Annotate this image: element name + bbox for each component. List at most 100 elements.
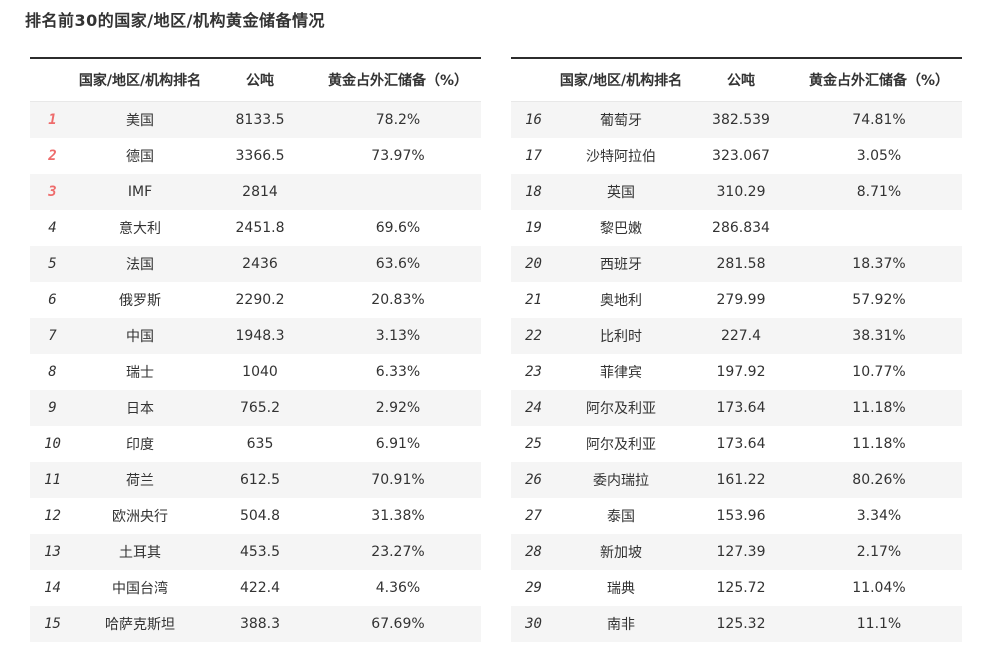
table-row: 6 俄罗斯 2290.2 20.83% (30, 282, 481, 318)
percent-cell: 73.97% (371, 148, 425, 164)
country-name-cell: 英国 (607, 185, 635, 201)
country-name-cell: 西班牙 (600, 257, 642, 273)
percent-cell: 4.36% (375, 580, 421, 596)
country-name-cell: 日本 (126, 401, 154, 417)
rank-cell: 13 (44, 544, 61, 560)
page-title: 排名前30的国家/地区/机构黄金储备情况 (25, 11, 325, 30)
table-row: 20 西班牙 281.58 18.37% (511, 246, 962, 282)
table-row: 12 欧洲央行 504.8 31.38% (30, 498, 481, 534)
percent-cell (315, 174, 481, 210)
percent-cell: 31.38% (371, 508, 425, 524)
tonnes-cell: 388.3 (239, 616, 281, 632)
tonnes-cell: 8133.5 (235, 112, 285, 128)
rank-cell: 2 (48, 148, 57, 164)
country-name-cell: 阿尔及利亚 (586, 437, 656, 453)
table-row: 23 菲律宾 197.92 10.77% (511, 354, 962, 390)
table-row: 16 葡萄牙 382.539 74.81% (511, 101, 962, 138)
percent-cell: 18.37% (852, 256, 906, 272)
table-row: 21 奥地利 279.99 57.92% (511, 282, 962, 318)
tonnes-cell: 323.067 (712, 148, 770, 164)
tonnes-cell: 279.99 (716, 292, 766, 308)
percent-cell: 2.17% (856, 544, 902, 560)
tonnes-cell: 1948.3 (235, 328, 285, 344)
rank-cell: 28 (525, 544, 542, 560)
tonnes-cell: 635 (246, 436, 274, 452)
table-row: 28 新加坡 127.39 2.17% (511, 534, 962, 570)
rank-cell: 25 (525, 436, 542, 452)
tonnes-cell: 227.4 (720, 328, 762, 344)
gold-reserves-table-left: 国家/地区/机构排名 公吨 黄金占外汇储备（%） 1 美国 8133.5 78.… (30, 57, 481, 642)
table-row: 5 法国 2436 63.6% (30, 246, 481, 282)
rank-cell: 1 (48, 112, 57, 128)
rank-cell: 9 (48, 400, 57, 416)
percent-cell: 69.6% (375, 220, 421, 236)
rank-cell: 8 (48, 364, 57, 380)
percent-cell: 11.18% (852, 436, 906, 452)
rank-column-header (511, 58, 556, 102)
percent-cell: 74.81% (852, 112, 906, 128)
country-name-cell: 哈萨克斯坦 (105, 617, 175, 633)
percent-cell: 11.18% (852, 400, 906, 416)
tonnes-cell: 422.4 (239, 580, 281, 596)
table-row: 14 中国台湾 422.4 4.36% (30, 570, 481, 606)
rank-cell: 29 (525, 580, 542, 596)
table-row: 8 瑞士 1040 6.33% (30, 354, 481, 390)
country-name-cell: 美国 (126, 113, 154, 129)
rank-cell: 20 (525, 256, 542, 272)
table-row: 13 土耳其 453.5 23.27% (30, 534, 481, 570)
table-row: 29 瑞典 125.72 11.04% (511, 570, 962, 606)
country-name-cell: 瑞典 (607, 581, 635, 597)
tonnes-cell: 173.64 (716, 400, 766, 416)
country-name-cell: 中国台湾 (112, 581, 168, 597)
tonnes-cell: 3366.5 (235, 148, 285, 164)
percent-cell: 57.92% (852, 292, 906, 308)
percent-cell: 8.71% (856, 184, 902, 200)
country-name-cell: 意大利 (119, 221, 161, 237)
table-row: 26 委内瑞拉 161.22 80.26% (511, 462, 962, 498)
percent-cell: 6.91% (375, 436, 421, 452)
table-row: 19 黎巴嫩 286.834 (511, 210, 962, 246)
tonnes-cell: 2436 (242, 256, 278, 272)
table-body-right: 16 葡萄牙 382.539 74.81% 17 沙特阿拉伯 323.067 3… (511, 101, 962, 642)
tonnes-cell: 453.5 (239, 544, 281, 560)
rank-cell: 15 (44, 616, 61, 632)
tonnes-cell: 2290.2 (235, 292, 285, 308)
country-name-cell: 印度 (126, 437, 154, 453)
table-row: 11 荷兰 612.5 70.91% (30, 462, 481, 498)
percent-cell: 70.91% (371, 472, 425, 488)
tonnes-cell: 153.96 (716, 508, 766, 524)
country-name-cell: 荷兰 (126, 473, 154, 489)
tonnes-cell: 161.22 (716, 472, 766, 488)
table-header-row: 国家/地区/机构排名 公吨 黄金占外汇储备（%） (30, 58, 481, 102)
percent-cell: 11.04% (852, 580, 906, 596)
country-name-cell: 新加坡 (600, 545, 642, 561)
rank-cell: 27 (525, 508, 542, 524)
rank-cell: 16 (525, 112, 542, 128)
country-name-cell: IMF (127, 184, 153, 200)
percent-cell: 20.83% (371, 292, 425, 308)
table-row: 17 沙特阿拉伯 323.067 3.05% (511, 138, 962, 174)
tonnes-cell: 173.64 (716, 436, 766, 452)
rank-cell: 24 (525, 400, 542, 416)
country-name-cell: 南非 (607, 617, 635, 633)
percent-cell: 80.26% (852, 472, 906, 488)
tonnes-cell: 127.39 (716, 544, 766, 560)
tonnes-cell: 765.2 (239, 400, 281, 416)
percent-cell: 38.31% (852, 328, 906, 344)
table-row: 15 哈萨克斯坦 388.3 67.69% (30, 606, 481, 642)
table-row: 9 日本 765.2 2.92% (30, 390, 481, 426)
rank-cell: 12 (44, 508, 61, 524)
name-column-header: 国家/地区/机构排名 (75, 58, 205, 102)
country-name-cell: 瑞士 (126, 365, 154, 381)
rank-cell: 11 (44, 472, 61, 488)
table-row: 22 比利时 227.4 38.31% (511, 318, 962, 354)
table-row: 18 英国 310.29 8.71% (511, 174, 962, 210)
country-name-cell: 葡萄牙 (600, 113, 642, 129)
country-name-cell: 比利时 (600, 329, 642, 345)
tonnes-cell: 197.92 (716, 364, 766, 380)
percent-cell: 3.34% (856, 508, 902, 524)
rank-cell: 22 (525, 328, 542, 344)
country-name-cell: 俄罗斯 (119, 293, 161, 309)
rank-cell: 10 (44, 436, 61, 452)
percent-cell: 3.13% (375, 328, 421, 344)
